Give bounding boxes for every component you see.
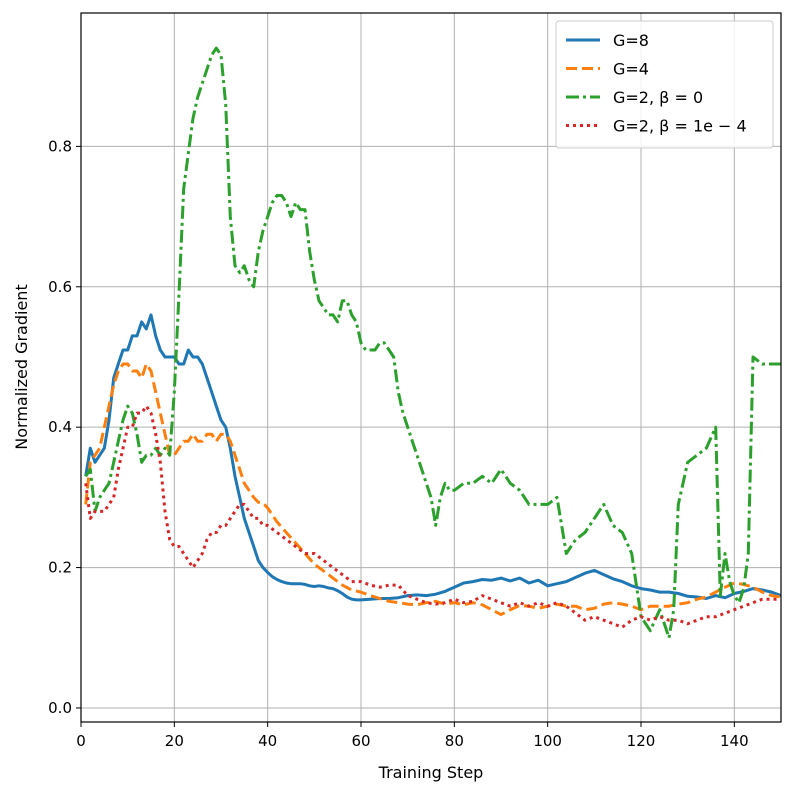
legend-label-1: G=8 <box>613 31 649 50</box>
legend-label-4: G=2, β = 1e − 4 <box>613 117 747 136</box>
legend-label-2: G=4 <box>613 60 649 79</box>
x-tick-label: 40 <box>258 732 277 750</box>
series-line-3 <box>84 46 781 640</box>
legend-label-3: G=2, β = 0 <box>613 88 703 107</box>
x-axis-label: Training Step <box>378 763 484 782</box>
y-tick-label: 0.2 <box>48 559 72 577</box>
y-axis-label: Normalized Gradient <box>12 284 31 449</box>
legend: G=8 G=4 G=2, β = 0 G=2, β = 1e − 4 <box>555 20 774 149</box>
series-group <box>84 46 781 640</box>
x-tick-label: 120 <box>627 732 656 750</box>
x-tick-label: 140 <box>720 732 749 750</box>
y-tick-label: 0.8 <box>48 137 72 155</box>
plot-frame <box>80 12 782 723</box>
x-tick-label: 100 <box>533 732 562 750</box>
x-tick-label: 0 <box>76 732 86 750</box>
y-tick-label: 0.6 <box>48 278 72 296</box>
legend-box <box>555 20 774 149</box>
y-tick-label: 0.4 <box>48 418 72 436</box>
y-tick-label: 0.0 <box>48 699 72 717</box>
x-tick-label: 60 <box>351 732 370 750</box>
x-tick-label: 20 <box>165 732 184 750</box>
series-line-1 <box>84 313 781 602</box>
series-line-2 <box>84 362 781 617</box>
ticks: 0 20 40 60 80 100 120 140 0.0 0.2 0.4 0.6 0.8 <box>48 137 749 750</box>
x-tick-label: 80 <box>445 732 464 750</box>
series-line-4 <box>84 404 781 629</box>
